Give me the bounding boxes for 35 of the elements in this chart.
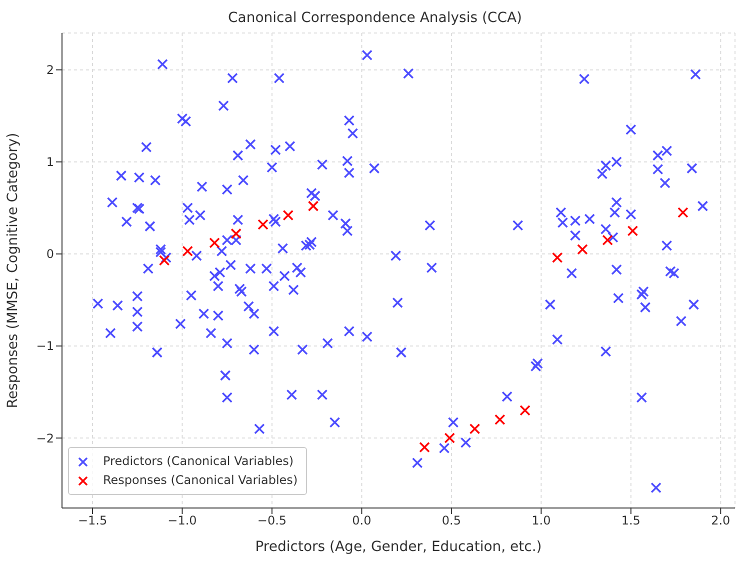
x-tick-label: −1.5 (78, 514, 108, 528)
point (308, 200, 319, 212)
point (577, 244, 588, 255)
y-tick-label: −1 (36, 339, 54, 354)
point (444, 432, 456, 444)
point (258, 219, 268, 230)
point (158, 254, 170, 266)
point (494, 414, 506, 426)
x-tick-label: 1.0 (532, 514, 551, 528)
legend-label: Predictors (Canonical Variables) (103, 453, 294, 470)
x-axis-title: Predictors (Age, Gender, Education, etc.) (255, 539, 542, 555)
point (209, 237, 220, 248)
point (469, 423, 480, 434)
y-tick-label: 1 (46, 155, 54, 170)
x-tick-label: 0.0 (352, 514, 372, 528)
point (182, 246, 194, 257)
x-tick-label: −1.0 (168, 514, 197, 528)
point (282, 210, 294, 221)
x-tick-label: 0.5 (442, 514, 461, 528)
y-tick-label: −2 (36, 431, 54, 446)
y-axis-title: Responses (MMSE, Cognitive Category) (4, 132, 21, 408)
x-tick-label: −0.5 (257, 514, 287, 528)
point (230, 228, 242, 240)
legend-label: Responses (Canonical Variables) (103, 472, 298, 489)
point (602, 234, 613, 246)
point (419, 442, 430, 453)
y-tick-label: 2 (46, 63, 54, 78)
point (520, 405, 530, 416)
point (627, 226, 638, 236)
point (678, 207, 688, 218)
x-tick-label: 1.5 (621, 514, 640, 528)
chart-title: Canonical Correspondence Analysis (CCA) (226, 10, 524, 26)
y-tick-label: 0 (46, 247, 54, 262)
point (552, 252, 563, 264)
x-tick-label: 2.0 (711, 514, 730, 528)
